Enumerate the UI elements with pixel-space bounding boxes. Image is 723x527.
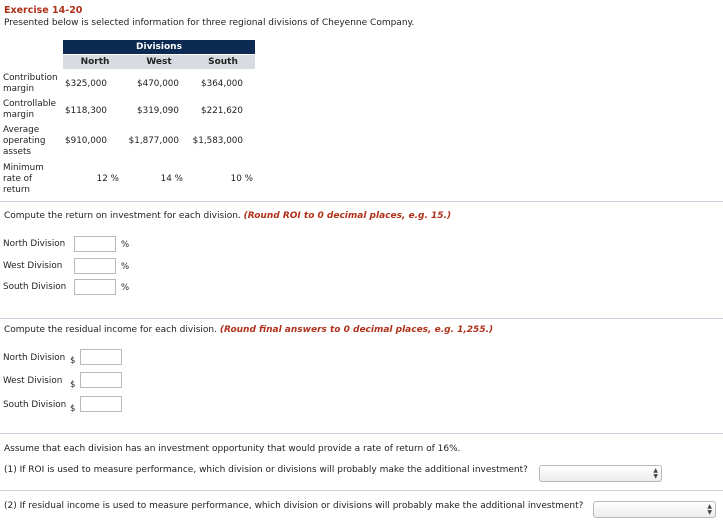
roi-rounding-note: (Round ROI to 0 decimal places, e.g. 15.… (243, 211, 452, 221)
dollar-prefix: $ (70, 404, 76, 414)
roi-instructions: Compute the return on investment for eac… (4, 211, 451, 221)
roi-west-input[interactable] (74, 258, 116, 274)
table-cell: $910,000 (65, 136, 107, 146)
ri-west-label: West Division (3, 376, 63, 386)
row-label-contribution-margin: Contribution margin (3, 73, 58, 94)
table-cell: $1,877,000 (128, 136, 179, 146)
dollar-prefix: $ (70, 380, 76, 390)
up-down-arrows-icon: ▲ ▼ (707, 503, 712, 516)
question-1-text: (1) If ROI is used to measure performanc… (4, 465, 528, 475)
section-divider (0, 490, 723, 491)
table-cell: $325,000 (65, 79, 107, 89)
ri-north-input[interactable] (80, 349, 122, 365)
row-label-minimum-rate-of-return: Minimum rate of return (3, 163, 44, 195)
table-cell: 14 % (160, 174, 183, 184)
section-divider (0, 318, 723, 319)
intro-text: Presented below is selected information … (4, 18, 415, 28)
ri-instructions: Compute the residual income for each div… (4, 325, 493, 335)
dollar-prefix: $ (70, 356, 76, 366)
question-2-select[interactable]: ▲ ▼ (593, 501, 716, 518)
table-cell: $1,583,000 (192, 136, 243, 146)
table-cell: $319,090 (137, 106, 179, 116)
ri-west-input[interactable] (80, 372, 122, 388)
opportunity-statement: Assume that each division has an investm… (4, 444, 461, 454)
divisions-header: Divisions (63, 40, 255, 54)
table-cell: 10 % (230, 174, 253, 184)
question-2-text: (2) If residual income is used to measur… (4, 501, 584, 511)
table-cell: $364,000 (201, 79, 243, 89)
roi-north-input[interactable] (74, 236, 116, 252)
percent-unit: % (121, 283, 130, 293)
roi-south-label: South Division (3, 282, 67, 292)
table-cell: $118,300 (65, 106, 107, 116)
section-divider (0, 201, 723, 202)
percent-unit: % (121, 262, 130, 272)
roi-west-label: West Division (3, 261, 63, 271)
roi-south-input[interactable] (74, 279, 116, 295)
question-1-select[interactable]: ▲ ▼ (539, 465, 662, 482)
ri-north-label: North Division (3, 353, 66, 363)
up-down-arrows-icon: ▲ ▼ (653, 467, 658, 480)
column-header-north: North (80, 57, 110, 67)
column-header-row: North West South (63, 55, 255, 69)
percent-unit: % (121, 240, 130, 250)
exercise-title: Exercise 14-20 (4, 5, 83, 16)
ri-rounding-note: (Round final answers to 0 decimal places… (219, 325, 494, 335)
row-label-average-operating-assets: Average operating assets (3, 125, 46, 157)
ri-south-label: South Division (3, 400, 67, 410)
table-cell: $470,000 (137, 79, 179, 89)
table-cell: 12 % (96, 174, 119, 184)
table-cell: $221,620 (201, 106, 243, 116)
ri-south-input[interactable] (80, 396, 122, 412)
section-divider (0, 433, 723, 434)
roi-prompt: Compute the return on investment for eac… (4, 211, 241, 221)
row-label-controllable-margin: Controllable margin (3, 99, 57, 120)
roi-north-label: North Division (3, 239, 66, 249)
column-header-west: West (146, 57, 172, 67)
ri-prompt: Compute the residual income for each div… (4, 325, 217, 335)
column-header-south: South (208, 57, 238, 67)
